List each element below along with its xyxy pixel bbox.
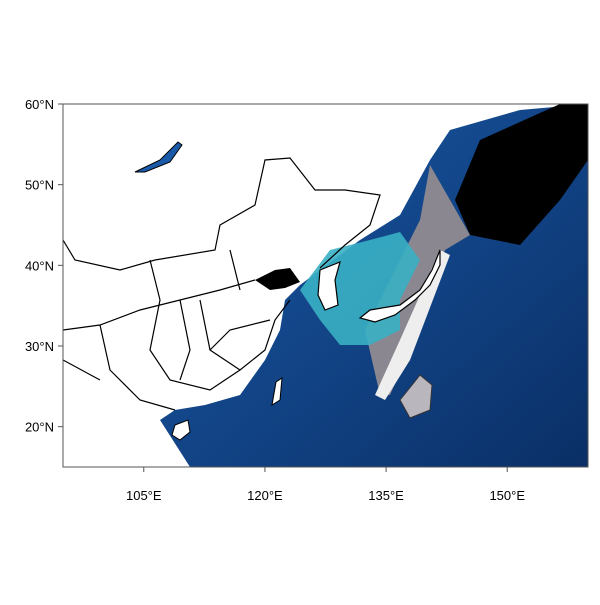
korea-land <box>317 260 341 311</box>
bohai-sea <box>255 268 300 290</box>
lat-tick-label: 50°N <box>25 178 54 193</box>
lon-tick-label: 135°E <box>368 488 404 503</box>
lon-tick-label: 105°E <box>126 488 162 503</box>
japan-land <box>358 249 441 323</box>
lat-tick-label: 30°N <box>25 339 54 354</box>
hainan <box>171 419 191 441</box>
lat-tick-label: 20°N <box>25 420 54 435</box>
map-frame <box>62 103 589 468</box>
lake-baikal <box>134 141 183 173</box>
hand-overlay <box>399 374 433 419</box>
taiwan <box>271 377 283 407</box>
lon-tick-label: 150°E <box>489 488 525 503</box>
lon-tick-label: 120°E <box>247 488 283 503</box>
gray-overlay <box>365 165 470 395</box>
lat-tick-label: 60°N <box>25 97 54 112</box>
china-borders <box>63 157 381 411</box>
black-overlay <box>455 104 588 245</box>
lat-tick-label: 40°N <box>25 258 54 273</box>
white-land-overlay <box>375 250 450 400</box>
